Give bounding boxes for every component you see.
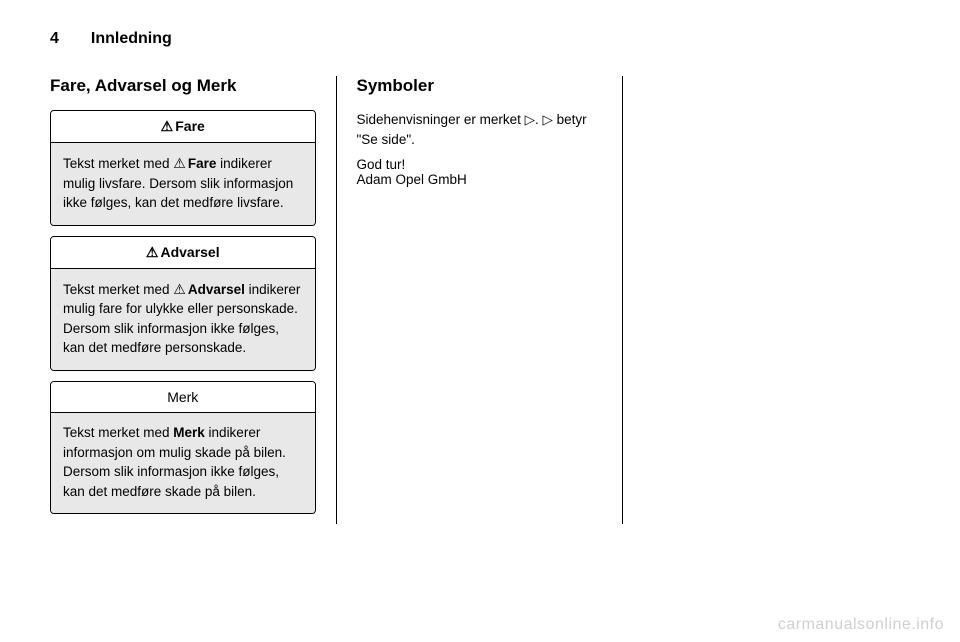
keyword-advarsel: Advarsel: [188, 282, 245, 297]
keyword-merk: Merk: [173, 425, 205, 440]
alert-box-note: Merk Tekst merket med Merk indikerer inf…: [50, 381, 316, 514]
warning-icon: ⚠: [146, 244, 159, 261]
alert-box-danger: ⚠Fare Tekst merket med ⚠Fare indike­rer …: [50, 110, 316, 226]
section-heading-symboler: Symboler: [357, 76, 603, 96]
warning-icon: ⚠: [173, 279, 186, 299]
alert-box-warning: ⚠Advarsel Tekst merket med ⚠Advarsel in­…: [50, 236, 316, 371]
text-fragment: Tekst merket med: [63, 282, 173, 297]
warning-icon: ⚠: [161, 118, 174, 135]
alert-title-warning: ⚠Advarsel: [51, 237, 315, 269]
column-middle: Symboler Sidehenvisninger er merket ▷. ▷…: [337, 76, 624, 524]
page-number: 4: [50, 30, 59, 48]
text-fragment: Sidehenvisninger er merket: [357, 112, 525, 127]
page-reference-icon: ▷: [525, 112, 535, 127]
text-fragment: Tekst merket med: [63, 156, 173, 171]
company-name: Adam Opel GmbH: [357, 172, 603, 187]
alert-title-text: Merk: [167, 389, 198, 405]
alert-title-text: Fare: [175, 118, 205, 134]
watermark-text: carmanualsonline.info: [778, 616, 944, 634]
keyword-fare: Fare: [188, 156, 217, 171]
alert-title-note: Merk: [51, 382, 315, 413]
text-fragment: Tekst merket med: [63, 425, 173, 440]
column-left: Fare, Advarsel og Merk ⚠Fare Tekst merke…: [50, 76, 337, 524]
alert-body-warning: Tekst merket med ⚠Advarsel in­dikerer mu…: [51, 269, 315, 370]
column-right: [623, 76, 910, 524]
alert-title-text: Advarsel: [160, 244, 219, 260]
alert-title-danger: ⚠Fare: [51, 111, 315, 143]
page-reference-icon: ▷: [543, 112, 553, 127]
text-fragment: .: [535, 112, 543, 127]
warning-icon: ⚠: [173, 153, 186, 173]
alert-body-danger: Tekst merket med ⚠Fare indike­rer mulig …: [51, 143, 315, 225]
chapter-title: Innledning: [91, 30, 172, 48]
alert-body-note: Tekst merket med Merk indikerer informas…: [51, 413, 315, 513]
signoff-text: God tur!: [357, 157, 603, 172]
symbols-description: Sidehenvisninger er merket ▷. ▷ be­tyr "…: [357, 110, 603, 151]
section-heading-fare-advarsel-merk: Fare, Advarsel og Merk: [50, 76, 316, 96]
